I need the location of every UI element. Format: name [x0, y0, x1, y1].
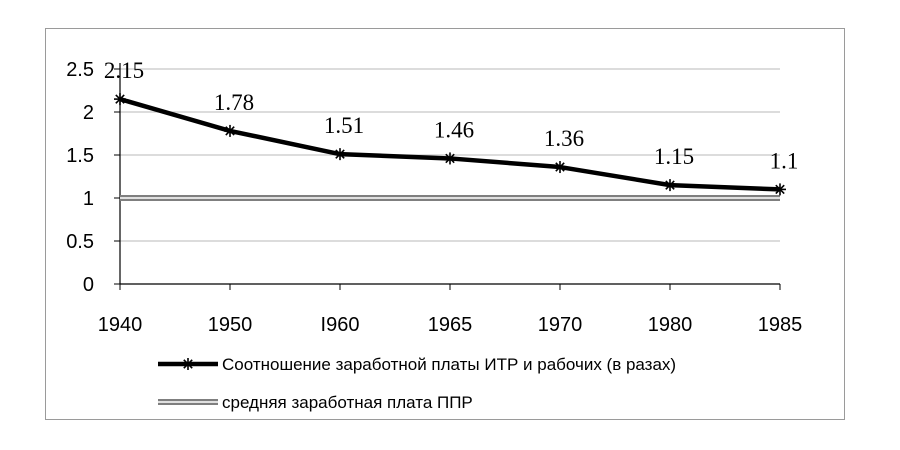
data-point	[114, 93, 126, 106]
x-tick-labels: 1940 1950 I960 1965 1970 1980 1985	[98, 314, 803, 336]
legend-marker-main	[182, 358, 194, 370]
data-point	[224, 124, 236, 137]
x-tick-label: 1985	[758, 314, 803, 336]
y-tick-label: 1.5	[66, 145, 94, 167]
data-point	[444, 152, 456, 165]
y-tick-label: 2.5	[66, 59, 94, 81]
series-markers	[114, 93, 786, 196]
legend-label-reference: средняя заработная плата ППР	[222, 393, 473, 412]
data-label: 1.15	[654, 144, 694, 169]
y-tick-labels: 0 0.5 1 1.5 2 2.5	[66, 59, 94, 296]
data-label: 1.78	[214, 90, 254, 115]
data-point	[334, 148, 346, 161]
x-tick-label: 1965	[428, 314, 473, 336]
data-point	[664, 179, 676, 192]
data-label: 1.36	[544, 126, 584, 151]
y-tick-label: 2	[83, 102, 94, 124]
chart-frame	[45, 28, 845, 420]
x-tick-label: I960	[321, 314, 360, 336]
y-tick-label: 0	[83, 274, 94, 296]
legend-label-main: Соотношение заработной платы ИТР и рабоч…	[222, 355, 676, 374]
data-point	[554, 161, 566, 174]
y-tick-label: 1	[83, 188, 94, 210]
data-label: 2.15	[104, 58, 144, 83]
data-label: 1.51	[324, 113, 364, 138]
x-tick-label: 1940	[98, 314, 143, 336]
x-tick-label: 1950	[208, 314, 253, 336]
y-tick-label: 0.5	[66, 231, 94, 253]
x-tick-label: 1980	[648, 314, 693, 336]
data-labels: 2.15 1.78 1.51 1.46 1.36 1.15 1.1	[104, 58, 799, 173]
data-label: 1.46	[434, 117, 474, 142]
legend: Соотношение заработной платы ИТР и рабоч…	[158, 355, 676, 412]
data-label: 1.1	[770, 148, 799, 173]
data-point	[774, 183, 786, 196]
x-tick-label: 1970	[538, 314, 583, 336]
